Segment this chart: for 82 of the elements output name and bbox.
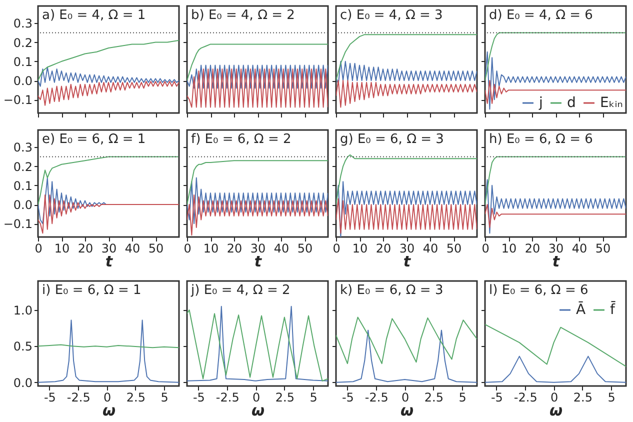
chart-title: k) E₀ = 6, Ω = 3 [340, 283, 444, 298]
x-tick-label: 20 [524, 242, 540, 256]
x-tick-label: 0 [401, 390, 410, 404]
x-tick-label: 5 [160, 390, 168, 404]
x-tick-label: 30 [101, 242, 117, 256]
x-axis-title: t [254, 252, 262, 270]
x-tick-label: 2.5 [424, 390, 444, 404]
x-tick-label: 40 [124, 242, 140, 256]
y-tick-label: 0.3 [13, 140, 32, 155]
y-tick-label: 0.1 [13, 54, 32, 69]
chart-title: a) E₀ = 4, Ω = 1 [42, 8, 146, 23]
x-axis-title: ω [549, 402, 563, 420]
x-tick-label: 5 [458, 390, 466, 404]
x-tick-label: 50 [595, 242, 611, 256]
x-axis-title: t [105, 252, 114, 270]
legend-label: Eₖᵢₙ [600, 95, 623, 111]
x-tick-label: 50 [297, 242, 313, 256]
chart-title: j) E₀ = 4, Ω = 2 [190, 283, 290, 298]
chart-title: b) E₀ = 4, Ω = 2 [191, 8, 295, 23]
x-tick-label: 40 [572, 242, 588, 256]
x-tick-label: 10 [203, 242, 219, 256]
x-tick-label: -2.5 [216, 390, 240, 404]
x-tick-label: 2.5 [573, 390, 592, 404]
y-tick-label: 0.0 [13, 74, 32, 88]
y-tick-label: 0.0 [13, 198, 32, 212]
x-tick-label: 50 [148, 242, 164, 256]
x-tick-label: 40 [274, 242, 290, 256]
chart-title: d) E₀ = 4, Ω = 6 [489, 8, 593, 23]
x-tick-label: 0 [482, 242, 490, 256]
x-tick-label: 5 [608, 390, 616, 404]
x-tick-label: 2.5 [126, 390, 146, 404]
chart-title: f) E₀ = 6, Ω = 2 [191, 132, 292, 147]
chart-title: g) E₀ = 6, Ω = 3 [340, 132, 444, 147]
x-axis-title: t [403, 252, 412, 270]
x-tick-label: -5 [192, 390, 205, 404]
x-tick-label: 0 [550, 390, 558, 404]
x-axis-title: ω [102, 402, 116, 420]
y-tick-label: 0.1 [13, 178, 32, 193]
y-tick-label: 0.0 [13, 376, 32, 390]
legend-label: f̄ [610, 300, 616, 318]
y-tick-label: −0.1 [3, 93, 32, 108]
x-tick-label: 10 [501, 242, 517, 256]
x-tick-label: 30 [250, 242, 266, 256]
x-tick-label: 30 [548, 242, 564, 256]
x-axis-title: ω [400, 402, 414, 420]
chart-title: i) E₀ = 6, Ω = 1 [42, 283, 142, 298]
legend-label: j [538, 95, 543, 111]
x-tick-label: 20 [78, 242, 94, 256]
legend-label: d [567, 95, 576, 111]
x-tick-label: 20 [226, 242, 242, 256]
chart-title: h) E₀ = 6, Ω = 6 [489, 132, 593, 147]
y-tick-label: 0.3 [13, 16, 32, 31]
legend-label: Ā [576, 301, 586, 318]
y-tick-label: 0.2 [13, 160, 32, 174]
x-tick-label: 10 [54, 242, 70, 256]
x-tick-label: 0 [34, 242, 42, 256]
x-tick-label: 2.5 [275, 390, 294, 404]
x-tick-label: -5 [342, 390, 354, 404]
x-tick-label: 10 [352, 242, 368, 256]
x-tick-label: -2.5 [364, 390, 388, 404]
x-tick-label: 40 [422, 242, 438, 256]
y-tick-label: 0.2 [13, 36, 32, 50]
x-axis-title: t [552, 252, 560, 270]
x-tick-label: 0 [332, 242, 340, 256]
x-tick-label: -5 [490, 390, 503, 404]
x-tick-label: 0 [103, 390, 112, 404]
x-tick-label: -2.5 [66, 390, 90, 404]
x-tick-label: 20 [376, 242, 392, 256]
x-tick-label: 0 [252, 390, 260, 404]
chart-title: e) E₀ = 6, Ω = 1 [42, 132, 146, 147]
x-tick-label: -5 [44, 390, 56, 404]
x-tick-label: 5 [310, 390, 318, 404]
x-tick-label: -2.5 [514, 390, 538, 404]
y-tick-label: −0.1 [3, 217, 32, 232]
x-axis-title: ω [251, 402, 265, 420]
chart-title: c) E₀ = 4, Ω = 3 [340, 8, 443, 23]
x-tick-label: 50 [446, 242, 462, 256]
x-tick-label: 0 [184, 242, 192, 256]
x-tick-label: 30 [399, 242, 415, 256]
y-tick-label: 0.5 [13, 340, 32, 354]
y-tick-label: 1.0 [13, 303, 32, 318]
chart-title: l) E₀ = 6, Ω = 6 [489, 283, 588, 298]
